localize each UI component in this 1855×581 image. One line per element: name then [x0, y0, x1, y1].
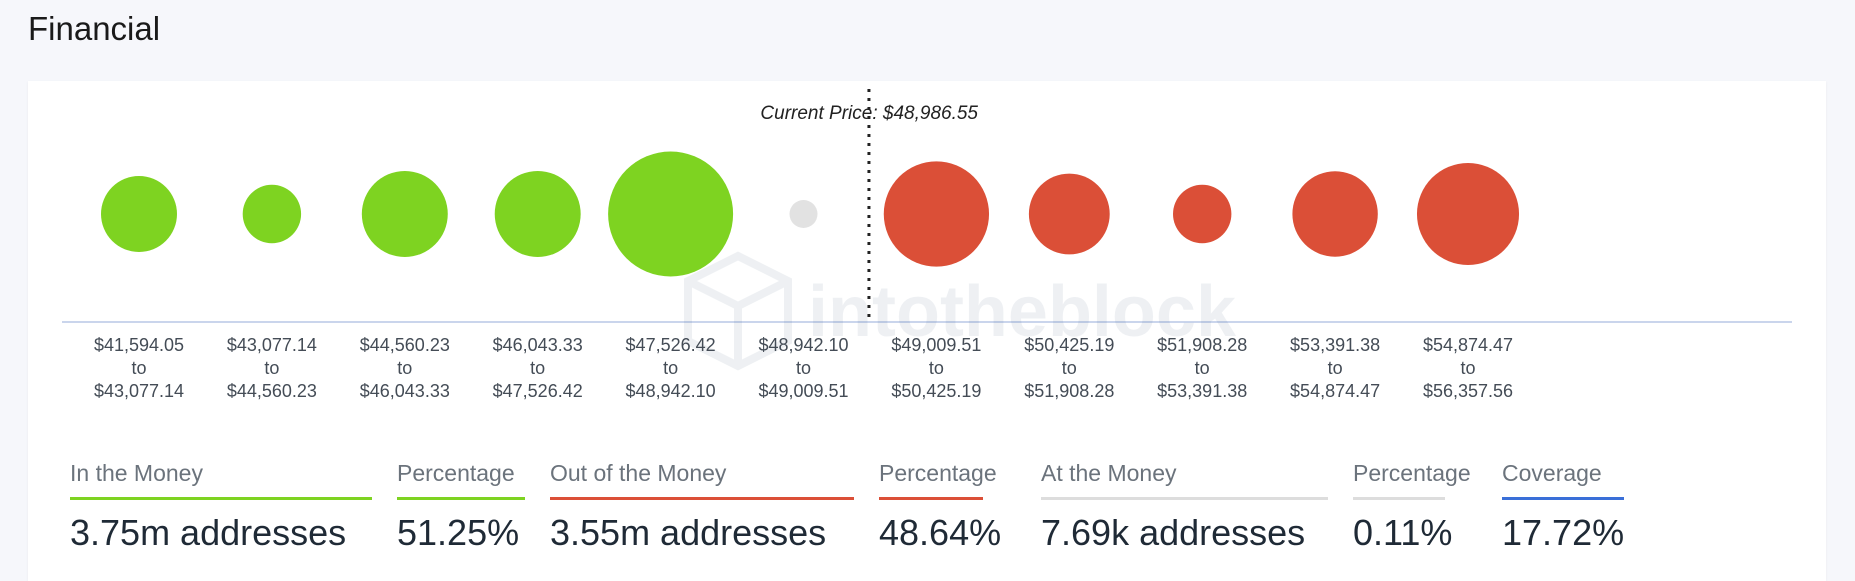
bubble-in-2[interactable] [361, 171, 448, 257]
stat-percentage: Percentage 48.64% [879, 460, 1002, 554]
current-price-label: Current Price: $48,986.55 [760, 103, 978, 124]
stat-coverage: Coverage 17.72% [1502, 460, 1624, 554]
price-range-label: $49,009.51 to $50,425.19 [866, 334, 1006, 403]
price-range-label: $46,043.33 to $47,526.42 [468, 334, 608, 403]
range-from: $43,077.14 [226, 335, 317, 355]
bubble-at-5[interactable] [789, 200, 818, 228]
range-to: $51,908.28 [1024, 381, 1115, 401]
stat-underline [1041, 497, 1328, 500]
range-from: $48,942.10 [758, 335, 849, 355]
stat-label: Out of the Money [550, 460, 727, 486]
range-to-word: to [928, 358, 944, 378]
price-range-label: $48,942.10 to $49,009.51 [734, 334, 874, 403]
stat-label: Coverage [1502, 460, 1602, 486]
stat-label: At the Money [1041, 460, 1177, 486]
range-to: $46,043.33 [359, 381, 450, 401]
stat-label: Percentage [397, 460, 515, 486]
price-range-label: $54,874.47 to $56,357.56 [1398, 334, 1538, 403]
stat-underline [879, 497, 983, 500]
bubble-out-10[interactable] [1416, 162, 1520, 266]
range-to: $44,560.23 [226, 381, 317, 401]
range-to-word: to [1194, 358, 1210, 378]
price-range-label: $47,526.42 to $48,942.10 [601, 334, 741, 403]
bubble-out-7[interactable] [1028, 173, 1110, 255]
stat-underline [550, 497, 854, 500]
range-to: $43,077.14 [93, 381, 185, 401]
price-range-label: $53,391.38 to $54,874.47 [1265, 334, 1405, 403]
bubble-in-0[interactable] [100, 175, 178, 253]
range-to-word: to [1460, 358, 1476, 378]
range-from: $44,560.23 [359, 335, 450, 355]
bubble-in-4[interactable] [608, 151, 734, 277]
price-range-label: $44,560.23 to $46,043.33 [335, 334, 475, 403]
bubble-out-8[interactable] [1173, 184, 1232, 244]
range-from: $46,043.33 [492, 335, 583, 355]
range-from: $51,908.28 [1157, 335, 1248, 355]
bubble-out-9[interactable] [1292, 171, 1378, 257]
stat-at-the-money: At the Money 7.69k addresses [1041, 460, 1328, 554]
stat-underline [1353, 497, 1445, 500]
range-from: $53,391.38 [1290, 335, 1381, 355]
range-to: $49,009.51 [758, 381, 849, 401]
stat-out-of-the-money: Out of the Money 3.55m addresses [550, 460, 854, 554]
range-to: $47,526.42 [492, 381, 583, 401]
stat-value: 7.69k addresses [1041, 512, 1306, 553]
stat-underline [70, 497, 372, 500]
stat-label: Percentage [879, 460, 997, 486]
money-bubble-chart [62, 89, 1792, 323]
stat-value: 3.75m addresses [70, 512, 347, 553]
section-title: Financial [28, 10, 161, 47]
range-from: $41,594.05 [93, 335, 185, 355]
range-to: $53,391.38 [1157, 381, 1248, 401]
stat-value: 0.11% [1353, 512, 1453, 553]
range-to-word: to [795, 358, 811, 378]
range-from: $50,425.19 [1024, 335, 1115, 355]
stat-underline [1502, 497, 1624, 500]
bubble-out-6[interactable] [883, 161, 990, 267]
stat-percentage: Percentage 0.11% [1353, 460, 1471, 554]
stat-percentage: Percentage 51.25% [397, 460, 525, 554]
range-from: $49,009.51 [891, 335, 982, 355]
stat-value: 17.72% [1502, 512, 1625, 553]
stat-label: Percentage [1353, 460, 1471, 486]
range-to-word: to [264, 358, 280, 378]
bubble-in-3[interactable] [494, 171, 581, 257]
range-to-word: to [1327, 358, 1343, 378]
range-from: $54,874.47 [1422, 335, 1514, 355]
stat-value: 3.55m addresses [550, 512, 827, 553]
range-to-word: to [1061, 358, 1077, 378]
range-to-word: to [131, 358, 147, 378]
stat-value: 51.25% [397, 512, 520, 553]
price-range-label: $43,077.14 to $44,560.23 [202, 334, 342, 403]
range-to-word: to [397, 358, 413, 378]
price-range-label: $41,594.05 to $43,077.14 [69, 334, 209, 403]
price-range-label: $50,425.19 to $51,908.28 [999, 334, 1139, 403]
range-to: $48,942.10 [625, 381, 716, 401]
range-to: $54,874.47 [1290, 381, 1381, 401]
stat-value: 48.64% [879, 512, 1002, 553]
range-to: $50,425.19 [891, 381, 982, 401]
stat-in-the-money: In the Money 3.75m addresses [70, 460, 372, 554]
range-to: $56,357.56 [1422, 381, 1514, 401]
range-to-word: to [663, 358, 679, 378]
stat-underline [397, 497, 525, 500]
stat-label: In the Money [70, 460, 203, 486]
bubble-in-1[interactable] [242, 184, 302, 244]
range-to-word: to [530, 358, 546, 378]
range-from: $47,526.42 [625, 335, 716, 355]
financial-card: intotheblock Current Price: $48,986.55 $… [28, 81, 1826, 581]
price-range-label: $51,908.28 to $53,391.38 [1132, 334, 1272, 403]
